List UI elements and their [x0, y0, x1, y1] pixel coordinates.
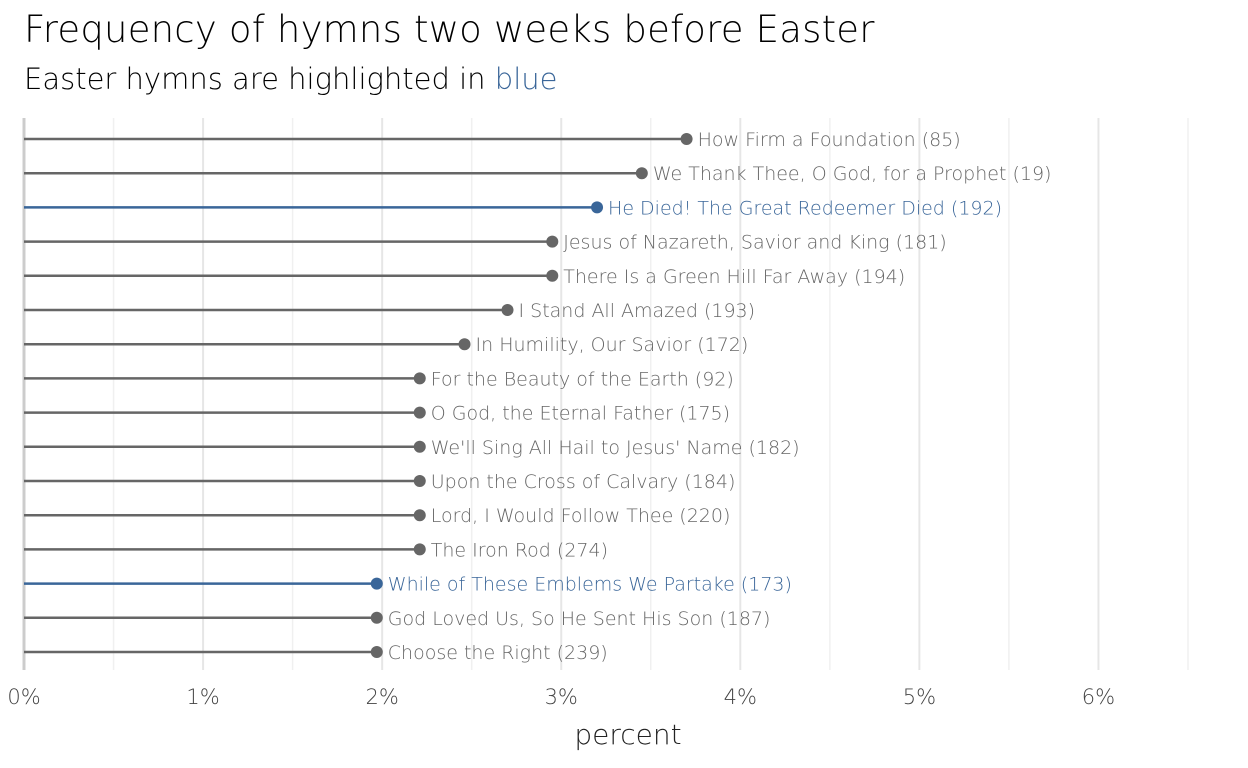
lollipop-point	[413, 475, 426, 487]
lollipop-point	[546, 235, 559, 248]
lollipop-point	[680, 133, 693, 145]
hymn-label: While of These Emblems We Partake (173)	[388, 574, 792, 596]
lollipop-point	[413, 440, 426, 453]
x-tick-label: 4%	[724, 685, 757, 709]
hymn-label: We'll Sing All Hail to Jesus' Name (182)	[431, 437, 800, 459]
chart-subtitle-text: Easter hymns are highlighted in	[24, 62, 495, 96]
hymn-label: For the Beauty of the Earth (92)	[431, 368, 734, 390]
x-tick-label: 2%	[365, 685, 398, 709]
hymn-label: O God, the Eternal Father (175)	[431, 403, 730, 425]
x-axis: 0% 1% 2% 3% 4% 5% 6%	[7, 685, 1115, 709]
hymn-label: Upon the Cross of Calvary (184)	[431, 471, 736, 493]
hymn-label: The Iron Rod (274)	[431, 539, 608, 561]
hymn-label: I Stand All Amazed (193)	[519, 300, 756, 322]
lollipop-point	[370, 646, 383, 658]
chart-marks: How Firm a Foundation (85) We Thank Thee,…	[24, 129, 1051, 664]
hymn-label: Jesus of Nazareth, Savior and King (181)	[563, 232, 946, 254]
hymn-label: Lord, I Would Follow Thee (220)	[431, 505, 731, 527]
lollipop-point	[501, 304, 514, 316]
x-tick-label: 5%	[903, 685, 936, 709]
x-axis-title: percent	[574, 718, 681, 751]
lollipop-point	[458, 338, 471, 351]
lollipop-point	[413, 543, 426, 556]
lollipop-point	[370, 611, 383, 624]
chart-title: Frequency of hymns two weeks before East…	[24, 8, 875, 51]
lollipop-point	[413, 509, 426, 522]
hymn-label: Choose the Right (239)	[388, 642, 608, 664]
x-tick-label: 0%	[7, 685, 40, 709]
chart-subtitle: Easter hymns are highlighted in blue	[24, 62, 557, 96]
x-tick-label: 6%	[1082, 685, 1115, 709]
lollipop-point	[635, 167, 648, 180]
lollipop-point	[413, 372, 426, 385]
lollipop-point	[591, 201, 604, 214]
lollipop-point	[413, 406, 426, 419]
x-tick-label: 1%	[186, 685, 219, 709]
hymn-label: He Died! The Great Redeemer Died (192)	[608, 197, 1002, 219]
lollipop-point	[370, 577, 383, 590]
hymn-label: We Thank Thee, O God, for a Prophet (19)	[653, 163, 1052, 185]
chart-subtitle-highlight: blue	[494, 62, 558, 96]
grid-lines	[22, 118, 1189, 670]
hymn-label: How Firm a Foundation (85)	[698, 129, 961, 151]
hymn-label: In Humility, Our Savior (172)	[476, 334, 749, 356]
lollipop-point	[546, 269, 559, 282]
hymn-label: There Is a Green Hill Far Away (194)	[563, 266, 905, 288]
x-tick-label: 3%	[545, 685, 578, 709]
hymn-label: God Loved Us, So He Sent His Son (187)	[388, 608, 771, 630]
